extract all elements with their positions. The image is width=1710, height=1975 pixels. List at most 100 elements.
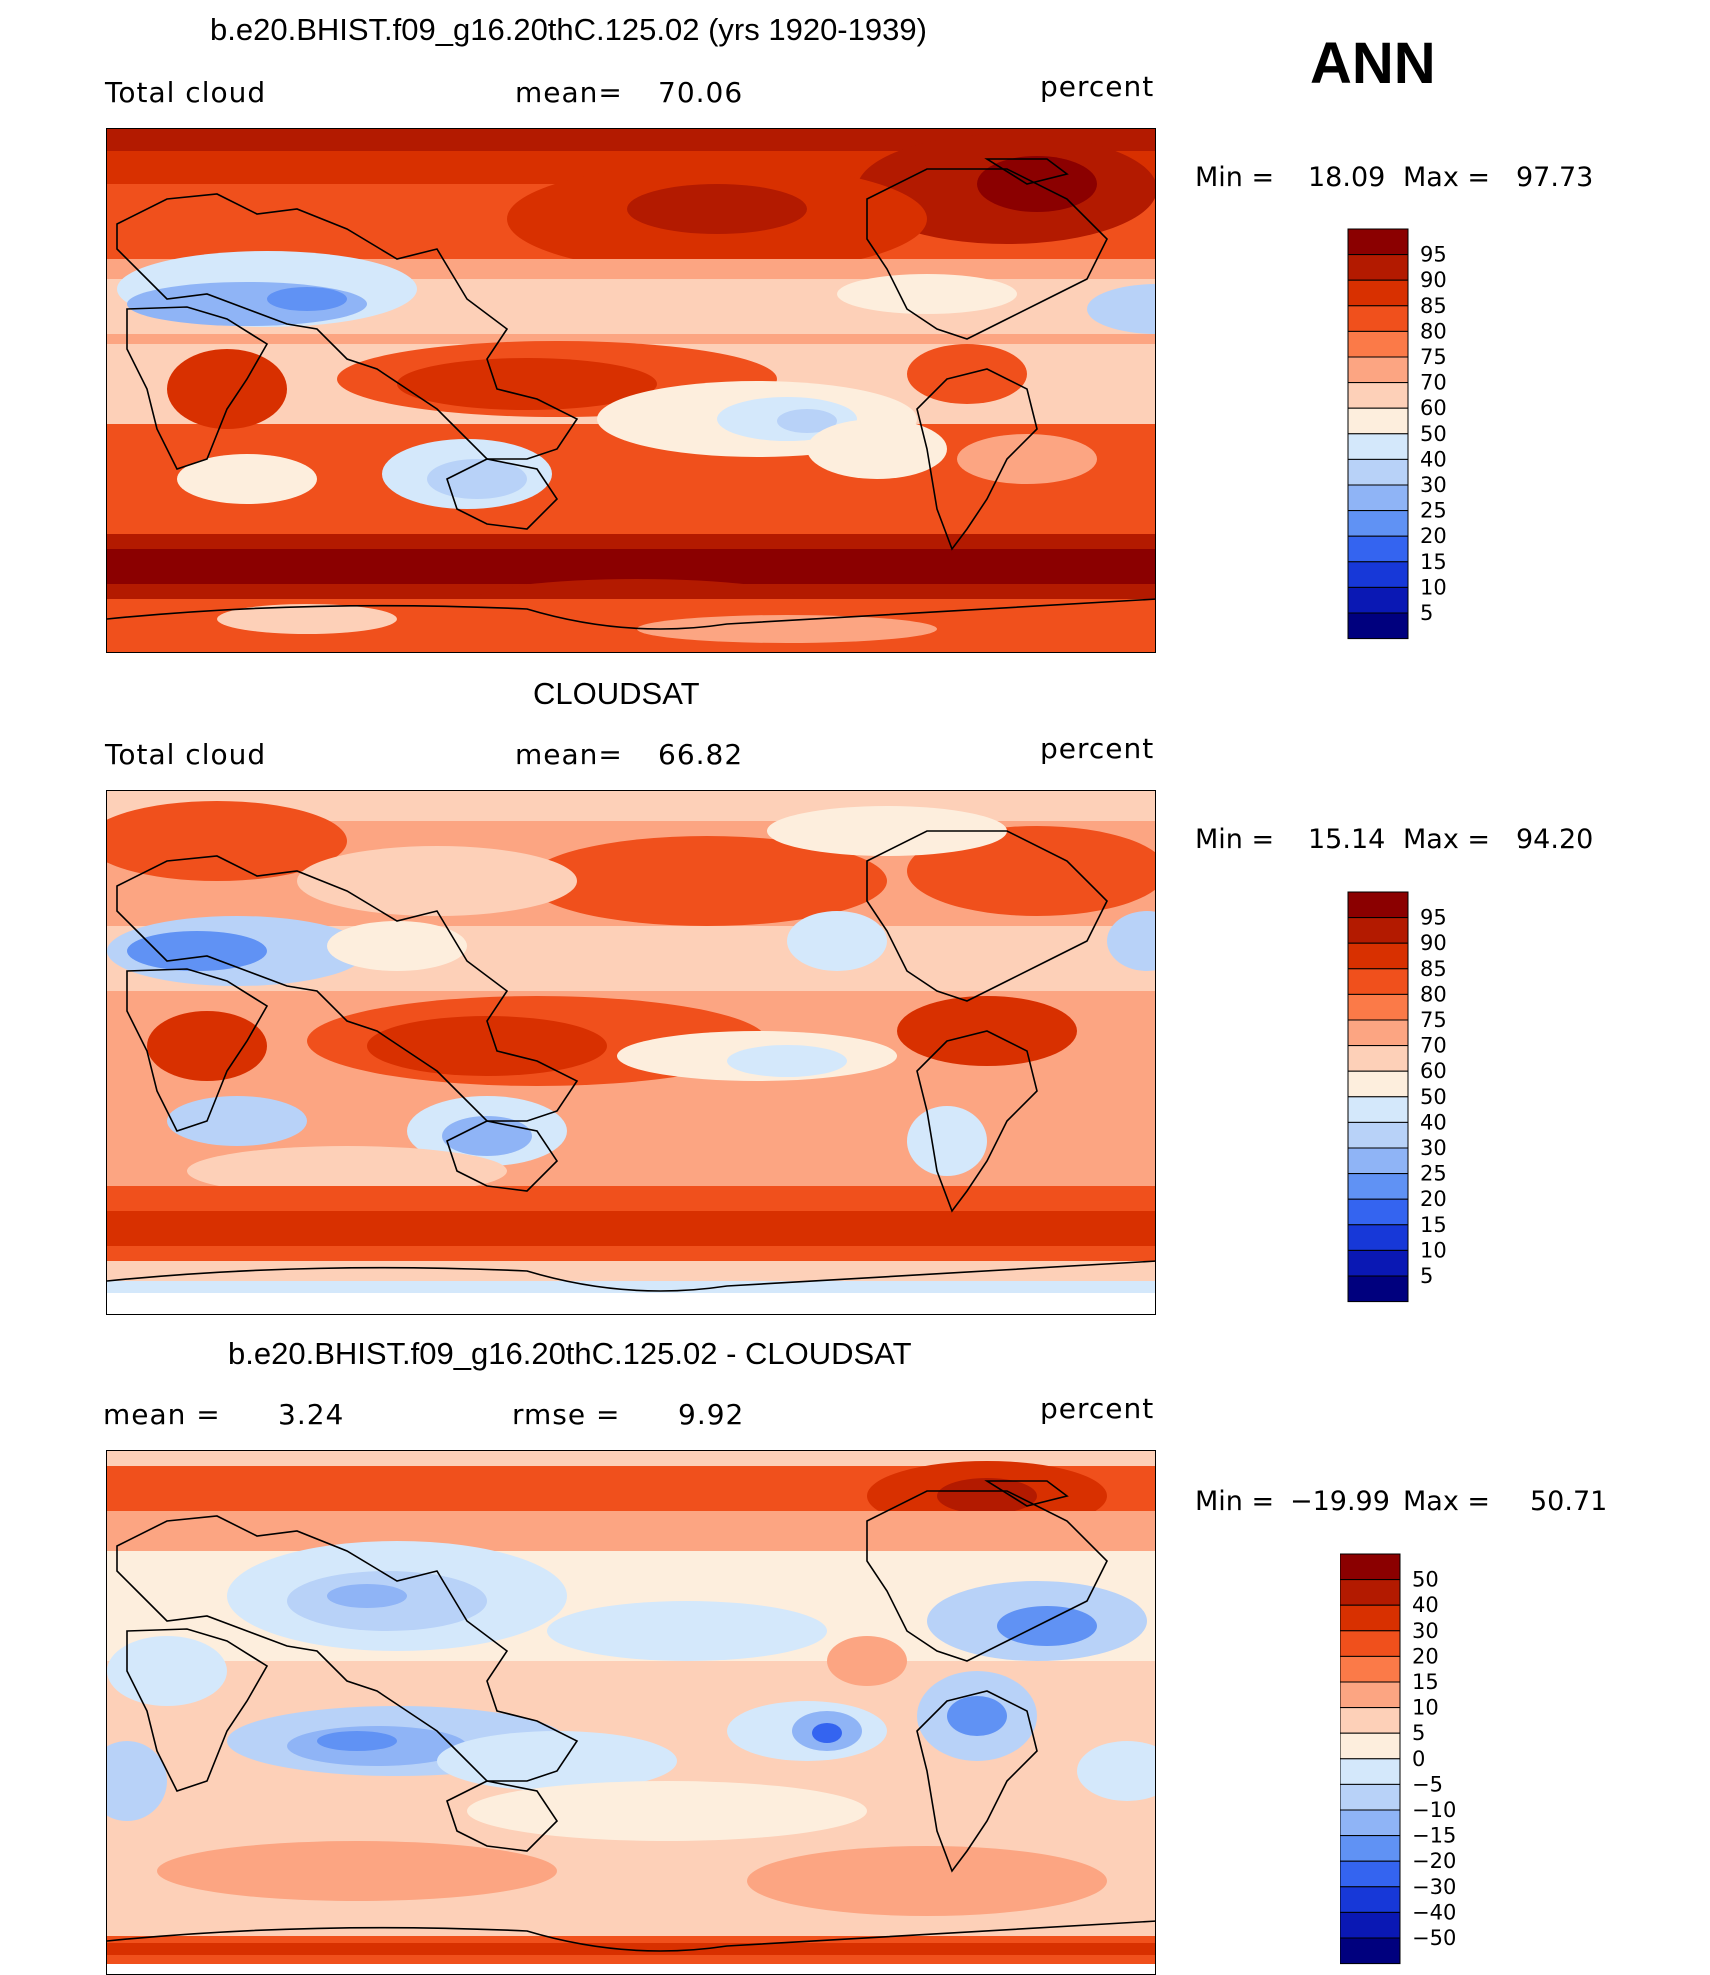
colorbar-swatch: [1347, 356, 1409, 384]
colorbar-swatch: [1347, 228, 1409, 256]
colorbar-swatch: [1347, 458, 1409, 486]
colorbar-swatch: [1347, 407, 1409, 435]
colorbar-tick-label: 75: [1420, 1008, 1447, 1032]
panel-1-mean-value: 70.06: [658, 76, 744, 109]
colorbar-tick-label: 30: [1420, 1136, 1447, 1160]
colorbar-tick-label: −5: [1412, 1772, 1443, 1796]
panel-2-max-label: Max =: [1403, 824, 1491, 855]
colorbar-swatch: [1340, 1604, 1401, 1632]
colorbar-swatch: [1340, 1707, 1401, 1734]
colorbar-swatch: [1347, 1224, 1409, 1251]
colorbar-swatch: [1340, 1860, 1401, 1888]
panel-2-map: [106, 790, 1156, 1315]
colorbar-tick-label: 95: [1420, 243, 1447, 267]
colorbar-tick-label: 50: [1420, 422, 1447, 446]
colorbar-tick-label: 5: [1412, 1721, 1425, 1745]
colorbar-swatch: [1347, 586, 1409, 614]
colorbar-tick-label: 60: [1420, 1059, 1447, 1083]
panel-3-rmse-value: 9.92: [678, 1398, 745, 1431]
colorbar-swatch: [1347, 917, 1409, 944]
colorbar-tick-label: 50: [1412, 1568, 1439, 1592]
colorbar-tick-label: 85: [1420, 957, 1447, 981]
panel-3-map: [106, 1450, 1156, 1975]
colorbar-swatch: [1347, 382, 1409, 409]
panel-3-mean-value: 3.24: [278, 1398, 345, 1431]
colorbar-swatch: [1340, 1553, 1401, 1581]
colorbar-swatch: [1340, 1681, 1401, 1709]
colorbar-swatch: [1340, 1835, 1401, 1862]
colorbar-tick-label: 20: [1412, 1644, 1439, 1668]
panel-2-field: [107, 791, 1155, 1314]
colorbar-swatch: [1347, 1045, 1409, 1072]
colorbar-swatch: [1347, 1173, 1409, 1200]
colorbar-tick-label: 60: [1420, 396, 1447, 420]
colorbar-swatch: [1347, 1275, 1409, 1303]
colorbar-tick-label: −40: [1412, 1900, 1456, 1924]
panel-3-max-value: 50.71: [1530, 1486, 1608, 1517]
colorbar-tick-label: 10: [1420, 1238, 1447, 1262]
panel-3-field: [107, 1451, 1155, 1974]
colorbar-swatch: [1340, 1732, 1401, 1760]
colorbar-swatch: [1340, 1758, 1401, 1785]
panel-3-mean-label: mean =: [103, 1398, 221, 1431]
colorbar-swatch: [1347, 433, 1409, 460]
colorbar-swatch: [1340, 1579, 1401, 1606]
colorbar-swatch: [1347, 305, 1409, 332]
colorbar-tick-label: 75: [1420, 345, 1447, 369]
colorbar-swatch: [1347, 535, 1409, 563]
season-label: ANN: [1310, 31, 1436, 96]
colorbar-tick-label: −30: [1412, 1875, 1456, 1899]
colorbar-swatch: [1347, 891, 1409, 919]
colorbar-tick-label: −10: [1412, 1798, 1456, 1822]
colorbar-tick-label: 80: [1420, 319, 1447, 343]
panel-2-title: CLOUDSAT: [533, 676, 700, 711]
panel-1-max-label: Max =: [1403, 162, 1491, 193]
colorbar-swatch: [1347, 993, 1409, 1021]
panel-1-min-label: Min =: [1195, 162, 1275, 193]
colorbar-swatch: [1340, 1809, 1401, 1837]
colorbar-swatch: [1347, 612, 1409, 640]
panel-1-units: percent: [1040, 70, 1155, 103]
panel-2-min-label: Min =: [1195, 824, 1275, 855]
colorbar-swatch: [1347, 968, 1409, 995]
colorbar-swatch: [1347, 1249, 1409, 1277]
colorbar-swatch: [1340, 1886, 1401, 1913]
colorbar-tick-label: 20: [1420, 524, 1447, 548]
colorbar-tick-label: 15: [1420, 1213, 1447, 1237]
colorbar-tick-label: 20: [1420, 1187, 1447, 1211]
panel-3-units: percent: [1040, 1392, 1155, 1425]
colorbar-swatch: [1340, 1655, 1401, 1683]
colorbar-tick-label: 5: [1420, 601, 1433, 625]
colorbar-tick-label: 15: [1412, 1670, 1439, 1694]
colorbar-swatch: [1347, 330, 1409, 358]
colorbar-swatch: [1340, 1783, 1401, 1811]
panel-1-mean-label: mean=: [515, 76, 623, 109]
panel-1-max-value: 97.73: [1516, 162, 1594, 193]
colorbar-tick-label: 5: [1420, 1264, 1433, 1288]
colorbar-tick-label: 30: [1412, 1619, 1439, 1643]
panel-3-min-value: −19.99: [1290, 1486, 1390, 1517]
panel-2-left-label: Total cloud: [105, 738, 267, 771]
panel-2-units: percent: [1040, 732, 1155, 765]
panel-3-title: b.e20.BHIST.f09_g16.20thC.125.02 - CLOUD…: [228, 1336, 912, 1371]
panel-1-title: b.e20.BHIST.f09_g16.20thC.125.02 (yrs 19…: [210, 12, 927, 47]
colorbar-swatch: [1340, 1937, 1401, 1965]
colorbar-tick-label: 50: [1420, 1085, 1447, 1109]
colorbar-swatch: [1347, 510, 1409, 537]
colorbar-swatch: [1347, 942, 1409, 970]
colorbar-swatch: [1347, 1198, 1409, 1226]
colorbar-tick-label: 90: [1420, 931, 1447, 955]
colorbar-tick-label: −20: [1412, 1849, 1456, 1873]
colorbar-tick-label: 80: [1420, 982, 1447, 1006]
colorbar-tick-label: 10: [1412, 1696, 1439, 1720]
panel-3-max-label: Max =: [1403, 1486, 1491, 1517]
colorbar-tick-label: −15: [1412, 1824, 1456, 1848]
colorbar-tick-label: −50: [1412, 1926, 1456, 1950]
colorbar-tick-label: 25: [1420, 499, 1447, 523]
panel-1-left-label: Total cloud: [105, 76, 267, 109]
colorbar-swatch: [1347, 1121, 1409, 1149]
colorbar-tick-label: 90: [1420, 268, 1447, 292]
